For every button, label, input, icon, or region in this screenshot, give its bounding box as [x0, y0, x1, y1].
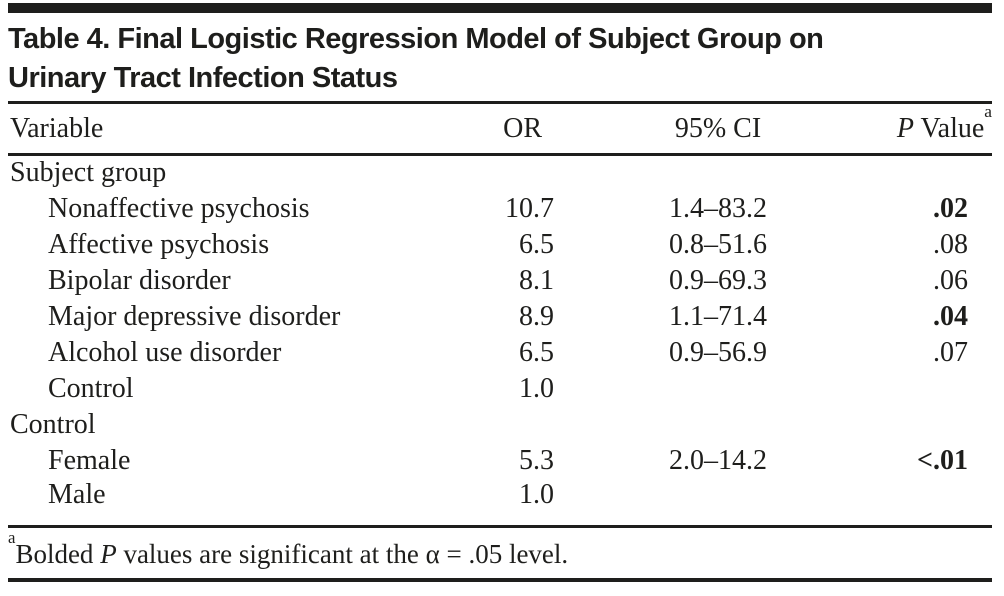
- cell-pvalue: [848, 479, 992, 527]
- cell-pvalue: [848, 155, 992, 191]
- cell-or: 10.7: [505, 192, 554, 224]
- cell-or: [440, 155, 558, 191]
- table-title-line-2: Urinary Tract Infection Status: [8, 62, 398, 94]
- cell-pvalue: .07: [933, 336, 968, 368]
- pvalue-header-text: Value: [914, 112, 985, 144]
- col-header-or: OR: [440, 102, 558, 156]
- cell-variable: Control: [10, 408, 96, 440]
- cell-variable: Control: [48, 372, 134, 404]
- cell-ci: 0.9–56.9: [669, 336, 767, 368]
- cell-ci: [558, 371, 848, 407]
- col-header-ci: 95% CI: [558, 102, 848, 156]
- cell-variable: Major depressive disorder: [48, 300, 341, 332]
- cell-variable: Bipolar disorder: [48, 264, 231, 296]
- cell-ci: 0.8–51.6: [669, 228, 767, 260]
- table-row-male: Male 1.0: [8, 479, 992, 527]
- cell-pvalue: .04: [933, 300, 968, 332]
- cell-ci: [558, 479, 848, 527]
- table-row-female: Female 5.3 2.0–14.2 <.01: [8, 443, 992, 479]
- table-footnote: aBolded P values are significant at the …: [8, 528, 992, 578]
- table-header-row: Variable OR 95% CI P Valuea: [8, 101, 992, 156]
- pvalue-header-footnote-marker: a: [984, 101, 992, 121]
- footnote-italic-p: P: [100, 538, 117, 569]
- footnote-text-post: values are significant at the α = .05 le…: [116, 538, 569, 569]
- table-title: Table 4. Final Logistic Regression Model…: [8, 20, 992, 98]
- col-header-pvalue: P Valuea: [848, 101, 992, 156]
- cell-pvalue: [848, 371, 992, 407]
- cell-ci: [558, 155, 848, 191]
- table-row-control-reference: Control 1.0: [8, 371, 992, 407]
- table-title-line-1: Table 4. Final Logistic Regression Model…: [8, 23, 824, 55]
- cell-ci: 1.1–71.4: [669, 300, 767, 332]
- table-row-nonaffective-psychosis: Nonaffective psychosis 10.7 1.4–83.2 .02: [8, 191, 992, 227]
- cell-pvalue: .08: [933, 228, 968, 260]
- cell-pvalue: .06: [933, 264, 968, 296]
- regression-table: Variable OR 95% CI P Valuea Subject grou…: [8, 101, 992, 528]
- pvalue-header-italic-p: P: [896, 112, 915, 144]
- cell-or: 6.5: [519, 336, 554, 368]
- table-row-affective-psychosis: Affective psychosis 6.5 0.8–51.6 .08: [8, 227, 992, 263]
- top-rule: [8, 3, 992, 13]
- cell-or: 5.3: [519, 444, 554, 476]
- cell-variable: Female: [48, 444, 131, 476]
- cell-pvalue: <.01: [917, 444, 968, 476]
- table-row-subject-group: Subject group: [8, 155, 992, 191]
- bottom-rule: [8, 577, 992, 582]
- cell-ci: 0.9–69.3: [669, 264, 767, 296]
- table-row-major-depressive-disorder: Major depressive disorder 8.9 1.1–71.4 .…: [8, 299, 992, 335]
- cell-variable: Male: [48, 478, 106, 510]
- cell-variable: Affective psychosis: [48, 228, 270, 260]
- table-row-bipolar-disorder: Bipolar disorder 8.1 0.9–69.3 .06: [8, 263, 992, 299]
- footnote-text-pre: Bolded: [15, 538, 101, 569]
- footnote-marker: a: [8, 528, 16, 548]
- cell-or: 1.0: [519, 478, 554, 510]
- cell-or: 6.5: [519, 228, 554, 260]
- cell-or: [440, 407, 558, 443]
- cell-or: 8.1: [519, 264, 554, 296]
- cell-or: 8.9: [519, 300, 554, 332]
- cell-variable: Nonaffective psychosis: [48, 192, 310, 224]
- col-header-variable: Variable: [8, 102, 440, 156]
- cell-or: 1.0: [519, 372, 554, 404]
- cell-ci: [558, 407, 848, 443]
- table-row-alcohol-use-disorder: Alcohol use disorder 6.5 0.9–56.9 .07: [8, 335, 992, 371]
- table-row-control-group: Control: [8, 407, 992, 443]
- cell-pvalue: [848, 407, 992, 443]
- cell-ci: 1.4–83.2: [669, 192, 767, 224]
- cell-ci: 2.0–14.2: [669, 444, 767, 476]
- cell-variable: Alcohol use disorder: [48, 336, 282, 368]
- cell-pvalue: .02: [933, 192, 968, 224]
- cell-variable: Subject group: [10, 157, 167, 189]
